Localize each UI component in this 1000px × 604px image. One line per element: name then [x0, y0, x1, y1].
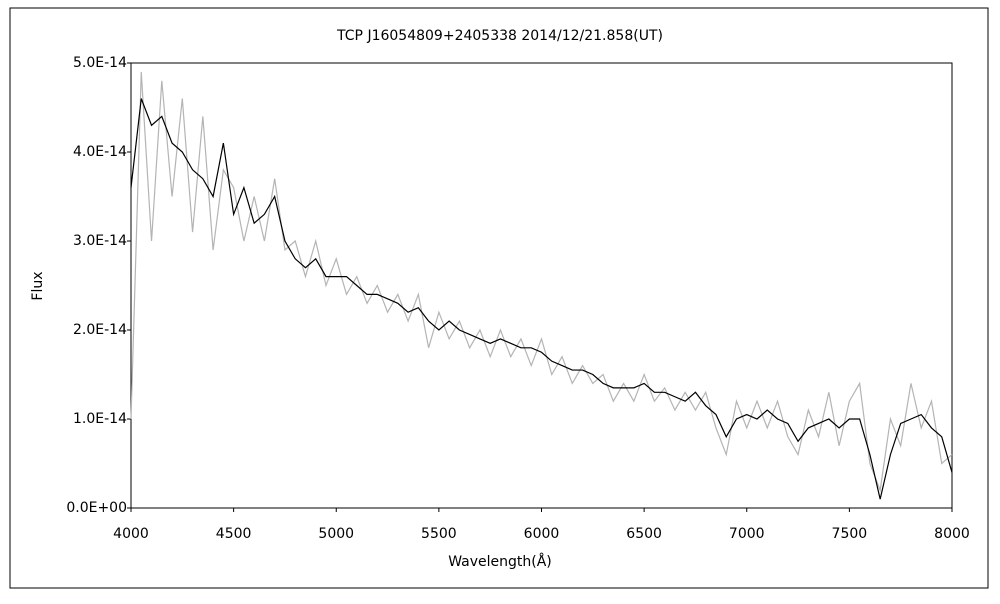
y-tick-label: 4.0E-14: [73, 144, 127, 160]
x-tick-label: 6000: [524, 526, 560, 542]
x-tick-label: 4500: [216, 526, 252, 542]
x-tick-label: 5500: [421, 526, 457, 542]
x-tick-label: 7500: [832, 526, 868, 542]
x-tick-label: 5000: [318, 526, 354, 542]
x-tick-label: 4000: [113, 526, 149, 542]
series-line: [130, 98, 953, 500]
x-axis-label: Wavelength(Å): [448, 553, 552, 570]
y-tick-label: 5.0E-14: [73, 55, 127, 71]
y-tick-label: 1.0E-14: [73, 411, 127, 427]
y-tick-label: 0.0E+00: [66, 500, 127, 516]
y-tick-label: 2.0E-14: [73, 322, 127, 338]
x-tick-label: 8000: [934, 526, 970, 542]
series-line: [130, 71, 953, 493]
x-tick-label: 7000: [729, 526, 765, 542]
x-tick-label: 6500: [626, 526, 662, 542]
y-tick-label: 3.0E-14: [73, 233, 127, 249]
y-axis-label: Flux: [30, 271, 46, 300]
chart-title: TCP J16054809+2405338 2014/12/21.858(UT): [336, 28, 663, 44]
chart-border: [9, 7, 989, 589]
